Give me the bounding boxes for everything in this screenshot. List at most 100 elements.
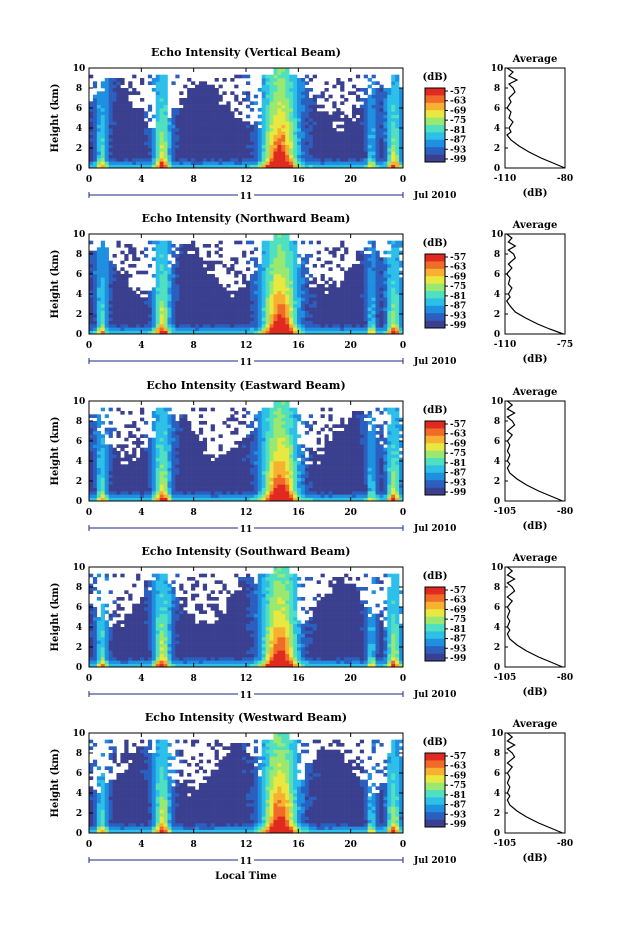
heatmap-cell xyxy=(100,444,105,448)
heatmap-cell xyxy=(246,144,251,149)
heatmap-cell xyxy=(312,141,317,145)
heatmap-cell xyxy=(128,154,133,159)
heatmap-cell xyxy=(147,487,153,492)
heatmap-cell xyxy=(391,314,396,318)
heatmap-cell xyxy=(206,104,211,109)
heatmap-cell xyxy=(261,407,266,412)
colorbar-tick-label: -69 xyxy=(450,106,466,116)
heatmap-cell xyxy=(202,320,208,325)
heatmap-cell xyxy=(363,118,368,122)
heatmap-cell xyxy=(308,151,314,155)
heatmap-cell xyxy=(249,494,255,498)
heatmap-cell xyxy=(249,454,255,458)
heatmap-cell xyxy=(269,131,274,135)
colorbar-swatch xyxy=(425,285,445,288)
heatmap-cell xyxy=(175,447,180,452)
x-tick-label: 4 xyxy=(138,175,144,185)
heatmap-cell xyxy=(89,240,94,245)
heatmap-cell xyxy=(226,164,231,169)
heatmap-cell xyxy=(202,267,208,271)
heatmap-cell xyxy=(226,128,231,132)
heatmap-cell xyxy=(187,260,192,265)
heatmap-cell xyxy=(191,118,196,122)
heatmap-cell xyxy=(104,487,109,492)
heatmap-cell xyxy=(265,78,270,82)
heatmap-cell xyxy=(218,447,223,452)
heatmap-cell xyxy=(293,121,298,125)
colorbar-tick-label: -93 xyxy=(450,145,466,155)
heatmap-cell xyxy=(179,477,184,482)
heatmap-cell xyxy=(92,280,98,285)
heatmap-cell xyxy=(167,274,172,278)
heatmap-cell xyxy=(167,320,172,325)
heatmap-cell xyxy=(359,270,365,275)
heatmap-cell xyxy=(269,314,274,318)
heatmap-cell xyxy=(359,128,365,132)
heatmap-cell xyxy=(332,317,337,321)
heatmap-cell xyxy=(277,414,282,418)
heatmap-cell xyxy=(261,497,266,502)
heatmap-cell xyxy=(332,131,337,135)
heatmap-cell xyxy=(187,104,192,109)
heatmap-cell xyxy=(120,484,125,488)
heatmap-cell xyxy=(89,124,94,129)
heatmap-cell xyxy=(132,151,137,155)
heatmap-cell xyxy=(143,111,149,115)
heatmap-cell xyxy=(308,138,314,142)
heatmap-cell xyxy=(332,134,337,139)
heatmap-cell xyxy=(285,294,290,298)
heatmap-cell xyxy=(222,310,227,315)
heatmap-cell xyxy=(175,280,180,285)
heatmap-cell xyxy=(308,161,314,165)
heatmap-cell xyxy=(151,471,157,475)
heatmap-cell xyxy=(253,481,259,485)
heatmap-cell xyxy=(96,264,102,268)
heatmap-cell xyxy=(277,404,282,408)
heatmap-cell xyxy=(257,297,262,301)
heatmap-cell xyxy=(253,274,259,278)
heatmap-cell xyxy=(277,240,282,245)
heatmap-cell xyxy=(120,327,125,331)
heatmap-cell xyxy=(226,474,231,478)
heatmap-cell xyxy=(351,324,357,328)
heatmap-cell xyxy=(277,78,282,82)
heatmap-cell xyxy=(147,264,153,268)
heatmap-cell xyxy=(136,151,141,155)
heatmap-cell xyxy=(383,284,388,288)
heatmap-cell xyxy=(89,257,94,261)
heatmap-cell xyxy=(202,471,208,475)
heatmap-cell xyxy=(281,108,286,112)
heatmap-cell xyxy=(112,320,117,325)
heatmap-cell xyxy=(159,417,164,422)
heatmap-cell xyxy=(175,154,180,159)
heatmap-cell xyxy=(289,94,294,99)
heatmap-cell xyxy=(194,330,200,335)
heatmap-cell xyxy=(112,161,117,165)
heatmap-cell xyxy=(198,297,204,301)
heatmap-cell xyxy=(226,101,231,105)
heatmap-cell xyxy=(273,260,278,265)
heatmap-cell xyxy=(132,158,137,162)
heatmap-cell xyxy=(100,131,105,135)
heatmap-cell xyxy=(269,477,274,482)
heatmap-cell xyxy=(108,467,113,472)
heatmap-cell xyxy=(363,131,368,135)
heatmap-cell xyxy=(363,277,368,281)
heatmap-cell xyxy=(92,297,98,301)
heatmap-cell xyxy=(214,484,219,488)
heatmap-cell xyxy=(249,431,255,435)
heatmap-cell xyxy=(100,317,105,321)
heatmap-cell xyxy=(348,134,353,139)
heatmap-cell xyxy=(273,138,278,142)
heatmap-cell xyxy=(246,260,251,265)
heatmap-cell xyxy=(257,444,262,448)
heatmap-cell xyxy=(387,141,392,145)
heatmap-cell xyxy=(222,474,227,478)
heatmap-cell xyxy=(202,98,208,102)
heatmap-cell xyxy=(128,471,133,475)
heatmap-cell xyxy=(395,287,400,291)
heatmap-cell xyxy=(269,264,274,268)
heatmap-cell xyxy=(163,317,168,321)
heatmap-cell xyxy=(344,287,349,291)
heatmap-cell xyxy=(124,257,129,261)
